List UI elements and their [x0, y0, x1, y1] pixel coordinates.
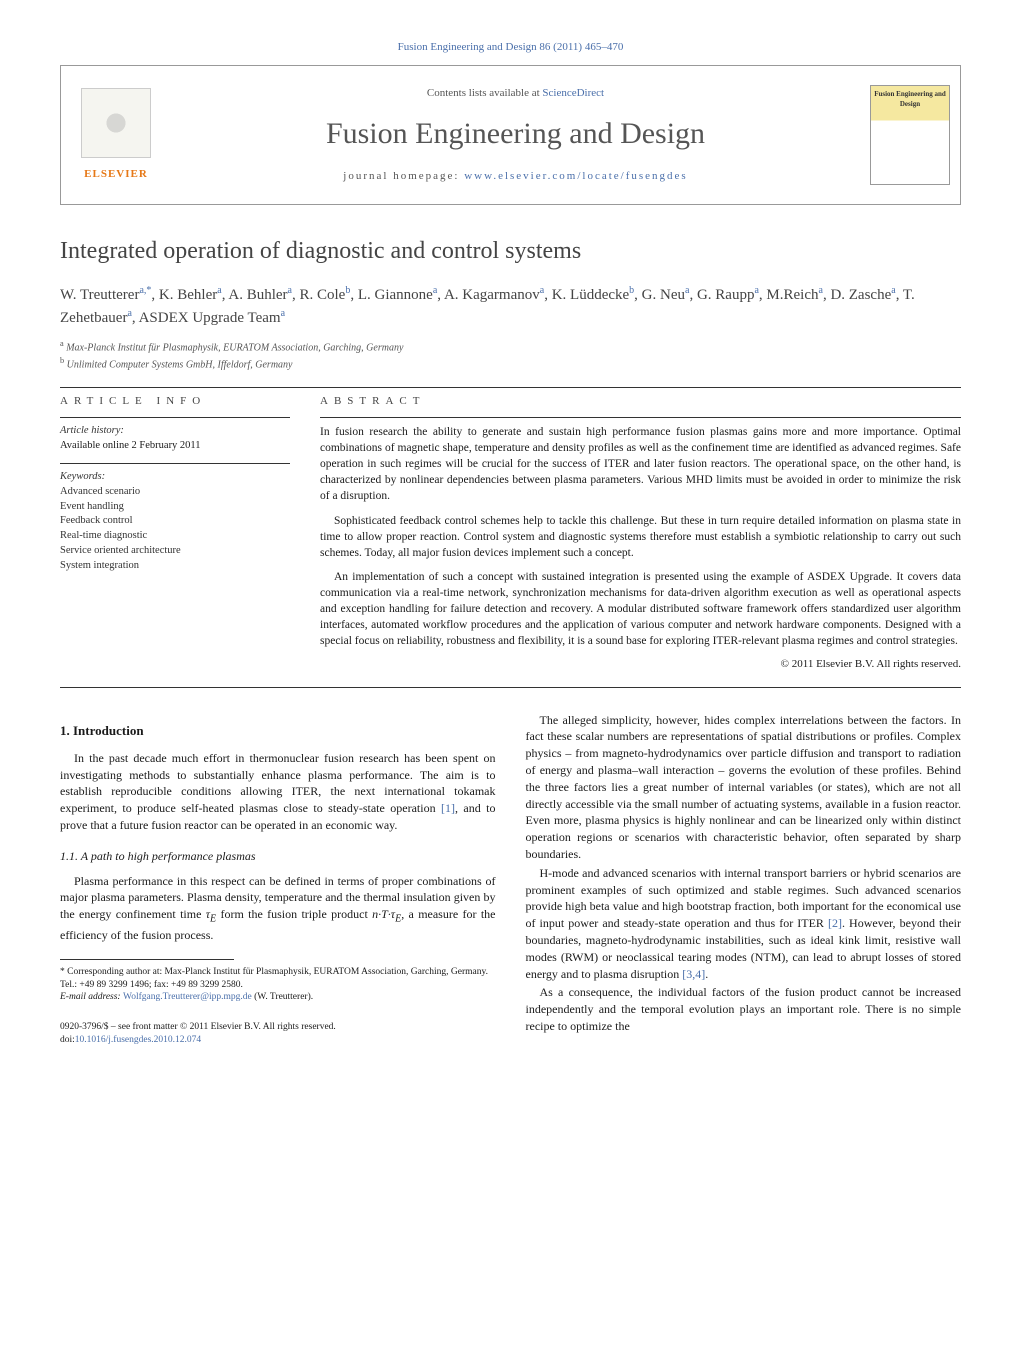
divider — [60, 463, 290, 464]
article-history-heading: Article history: — [60, 424, 290, 439]
bottom-meta: 0920-3796/$ – see front matter © 2011 El… — [60, 1021, 496, 1046]
sciencedirect-link[interactable]: ScienceDirect — [542, 87, 604, 99]
cover-thumb-title: Fusion Engineering and Design — [871, 90, 949, 110]
keyword-item: Advanced scenario — [60, 485, 290, 500]
divider — [60, 387, 961, 388]
abstract-paragraph: An implementation of such a concept with… — [320, 569, 961, 649]
corresponding-author-note: * Corresponding author at: Max-Planck In… — [60, 966, 496, 991]
affiliations: a Max-Planck Institut für Plasmaphysik, … — [60, 338, 961, 373]
keyword-item: Feedback control — [60, 514, 290, 529]
homepage-prefix: journal homepage: — [343, 170, 464, 182]
front-matter-line: 0920-3796/$ – see front matter © 2011 El… — [60, 1021, 496, 1033]
article-info-column: article info Article history: Available … — [60, 394, 290, 673]
keyword-item: Event handling — [60, 500, 290, 515]
article-info-label: article info — [60, 394, 290, 409]
journal-banner: ELSEVIER Contents lists available at Sci… — [60, 65, 961, 205]
journal-homepage-link[interactable]: www.elsevier.com/locate/fusengdes — [464, 170, 688, 182]
doi-prefix: doi: — [60, 1035, 75, 1045]
journal-homepage-line: journal homepage: www.elsevier.com/locat… — [181, 169, 850, 184]
keyword-item: Real-time diagnostic — [60, 529, 290, 544]
journal-cover-icon: Fusion Engineering and Design — [870, 85, 950, 185]
divider — [60, 687, 961, 688]
divider — [60, 417, 290, 418]
right-column: The alleged simplicity, however, hides c… — [526, 712, 962, 1046]
doi-link[interactable]: 10.1016/j.fusengdes.2010.12.074 — [75, 1035, 201, 1045]
subsection-heading: 1.1. A path to high performance plasmas — [60, 848, 496, 865]
authors-list: W. Treutterera,*, K. Behlera, A. Buhlera… — [60, 283, 961, 330]
publisher-logo-block: ELSEVIER — [61, 66, 171, 204]
abstract-paragraph: Sophisticated feedback control schemes h… — [320, 513, 961, 561]
left-column: 1. Introduction In the past decade much … — [60, 712, 496, 1046]
article-history-line: Available online 2 February 2011 — [60, 439, 290, 454]
body-paragraph: Plasma performance in this respect can b… — [60, 873, 496, 944]
affiliation-b: Unlimited Computer Systems GmbH, Iffeldo… — [67, 360, 293, 371]
elsevier-tree-icon — [81, 88, 151, 158]
body-paragraph: H-mode and advanced scenarios with inter… — [526, 865, 962, 983]
body-paragraph: The alleged simplicity, however, hides c… — [526, 712, 962, 863]
article-title: Integrated operation of diagnostic and c… — [60, 235, 961, 269]
keywords-heading: Keywords: — [60, 470, 290, 485]
keyword-item: Service oriented architecture — [60, 544, 290, 559]
footnote-separator — [60, 959, 234, 960]
abstract-label: abstract — [320, 394, 961, 409]
body-two-column: 1. Introduction In the past decade much … — [60, 712, 961, 1046]
abstract-copyright: © 2011 Elsevier B.V. All rights reserved… — [320, 657, 961, 672]
divider — [320, 417, 961, 418]
email-label: E-mail address: — [60, 992, 123, 1002]
reference-link[interactable]: [3,4] — [682, 967, 705, 981]
body-paragraph: In the past decade much effort in thermo… — [60, 750, 496, 834]
section-heading: 1. Introduction — [60, 722, 496, 740]
publisher-name: ELSEVIER — [81, 167, 151, 182]
contents-available-line: Contents lists available at ScienceDirec… — [181, 86, 850, 101]
corresponding-email-link[interactable]: Wolfgang.Treutterer@ipp.mpg.de — [123, 992, 252, 1002]
abstract-paragraph: In fusion research the ability to genera… — [320, 424, 961, 504]
footnotes: * Corresponding author at: Max-Planck In… — [60, 966, 496, 1003]
affiliation-a: Max-Planck Institut für Plasmaphysik, EU… — [66, 342, 403, 353]
email-suffix: (W. Treutterer). — [252, 992, 313, 1002]
journal-title: Fusion Engineering and Design — [181, 113, 850, 155]
abstract-column: abstract In fusion research the ability … — [320, 394, 961, 673]
contents-prefix: Contents lists available at — [427, 87, 542, 99]
header-citation: Fusion Engineering and Design 86 (2011) … — [60, 40, 961, 55]
reference-link[interactable]: [1] — [441, 801, 455, 815]
keyword-item: System integration — [60, 559, 290, 574]
body-paragraph: As a consequence, the individual factors… — [526, 984, 962, 1034]
cover-thumb-block: Fusion Engineering and Design — [860, 66, 960, 204]
reference-link[interactable]: [2] — [828, 916, 842, 930]
keywords-list: Advanced scenario Event handling Feedbac… — [60, 485, 290, 573]
